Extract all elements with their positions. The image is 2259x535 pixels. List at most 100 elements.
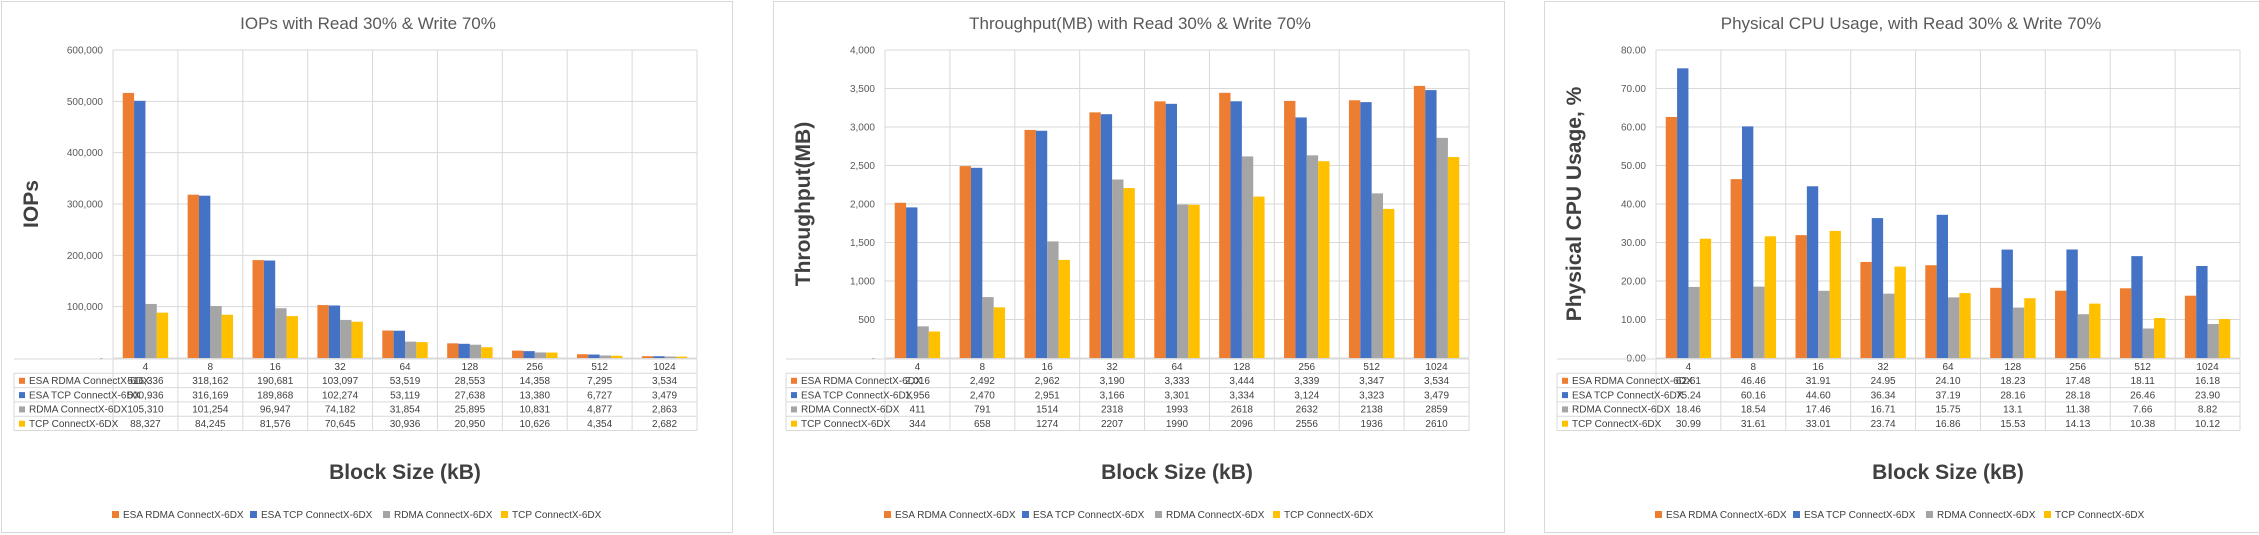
bar	[2089, 303, 2101, 358]
table-cell: 16.18	[2195, 376, 2220, 387]
bar	[894, 202, 907, 358]
table-cell: 10,626	[519, 419, 550, 430]
legend-label: TCP ConnectX-6DX	[2055, 510, 2145, 521]
bar	[187, 194, 199, 358]
table-cell: 13.1	[2003, 405, 2023, 416]
bar	[2207, 324, 2219, 358]
table-cell: 189,868	[257, 390, 294, 401]
y-axis-title: IOPs	[20, 180, 43, 228]
bar	[1100, 114, 1113, 358]
bar	[1089, 112, 1101, 359]
table-cell: 31.61	[1741, 419, 1766, 430]
table-series-name: RDMA ConnectX-6DX	[1572, 405, 1671, 416]
bar	[1058, 259, 1070, 358]
bar	[122, 92, 135, 359]
table-cell: 70,645	[325, 419, 356, 430]
table-cell: 3,479	[1424, 390, 1449, 401]
bar	[675, 356, 688, 358]
table-cell: 20,950	[455, 419, 486, 430]
table-legend-key	[791, 377, 797, 384]
bar	[1990, 287, 2002, 358]
bar	[1948, 297, 1960, 358]
bar	[1425, 90, 1437, 358]
x-tick-label: 256	[526, 362, 543, 373]
bar	[1959, 293, 1971, 358]
x-tick-label: 64	[399, 362, 411, 373]
table-series-name: ESA TCP ConnectX-6DX	[801, 390, 913, 401]
bar	[523, 351, 535, 358]
table-cell: 24.95	[1871, 376, 1896, 387]
legend-key	[1655, 511, 1662, 518]
bar	[1741, 126, 1754, 358]
table-cell: 81,576	[260, 419, 291, 430]
table-cell: 24.10	[1935, 376, 1960, 387]
table-cell: 2318	[1101, 405, 1124, 416]
table-cell: 2,470	[970, 390, 995, 401]
x-tick-label: 512	[1363, 362, 1380, 373]
table-cell: 33.01	[1806, 419, 1831, 430]
x-tick-label: 8	[1751, 362, 1757, 373]
bar	[1219, 92, 1231, 358]
y-tick-label: 500	[858, 315, 875, 326]
bar	[1883, 293, 1895, 358]
y-tick-label: 80.00	[1621, 46, 1646, 57]
legend-key	[884, 511, 891, 518]
legend-key	[1022, 511, 1029, 518]
legend-key	[1155, 511, 1162, 518]
bar	[328, 305, 341, 358]
bar	[340, 319, 352, 358]
table-cell: 105,310	[127, 405, 164, 416]
table-cell: 7.66	[2133, 405, 2153, 416]
table-cell: 1514	[1036, 405, 1059, 416]
bar	[2184, 295, 2197, 358]
table-cell: 4,877	[587, 405, 612, 416]
table-cell: 103,097	[322, 376, 359, 387]
throughput-chart-panel: Throughput(MB) with Read 30% & Write 70%…	[773, 1, 1505, 533]
table-cell: 53,519	[390, 376, 421, 387]
bar	[588, 354, 600, 358]
bar	[1730, 179, 1742, 358]
bar	[2154, 318, 2166, 358]
table-cell: 2859	[1425, 405, 1448, 416]
table-cell: 658	[974, 419, 991, 430]
table-cell: 2,492	[970, 376, 995, 387]
table-legend-key	[1562, 406, 1568, 413]
table-cell: 3,323	[1359, 390, 1384, 401]
y-tick-label: 500,000	[67, 97, 104, 108]
table-cell: 75.24	[1676, 390, 1701, 401]
legend-label: TCP ConnectX-6DX	[512, 510, 602, 521]
table-cell: 791	[974, 405, 991, 416]
table-cell: 74,182	[325, 405, 356, 416]
x-tick-label: 1024	[653, 362, 676, 373]
x-tick-label: 128	[1234, 362, 1251, 373]
y-tick-label: 3,500	[850, 84, 875, 95]
table-cell: 3,334	[1229, 390, 1254, 401]
x-tick-label: 16	[1042, 362, 1054, 373]
bar	[1764, 236, 1777, 358]
table-cell: 2096	[1231, 419, 1254, 430]
table-legend-key	[19, 377, 25, 384]
table-cell: 2610	[1425, 419, 1448, 430]
table-cell: 10.12	[2195, 419, 2220, 430]
table-cell: 2138	[1361, 405, 1384, 416]
bar	[317, 305, 329, 358]
bar	[982, 297, 994, 358]
table-cell: 30,936	[390, 419, 421, 430]
table-cell: 28,553	[455, 376, 486, 387]
x-tick-label: 1024	[1425, 362, 1448, 373]
table-series-name: ESA TCP ConnectX-6DX	[1572, 390, 1684, 401]
table-series-name: TCP ConnectX-6DX	[801, 419, 891, 430]
table-cell: 3,339	[1294, 376, 1319, 387]
y-axis-title: Physical CPU Usage, %	[1563, 86, 1586, 321]
chart-title: IOPs with Read 30% & Write 70%	[240, 14, 496, 33]
table-cell: 88,327	[130, 419, 161, 430]
x-tick-label: 32	[1107, 362, 1119, 373]
bar	[959, 166, 971, 358]
bar	[156, 312, 169, 358]
bar	[252, 260, 264, 358]
table-series-name: ESA TCP ConnectX-6DX	[29, 390, 141, 401]
table-cell: 18.11	[2131, 376, 2156, 387]
x-tick-label: 512	[591, 362, 608, 373]
chart-title: Throughput(MB) with Read 30% & Write 70%	[969, 14, 1311, 33]
table-cell: 2,962	[1035, 376, 1060, 387]
